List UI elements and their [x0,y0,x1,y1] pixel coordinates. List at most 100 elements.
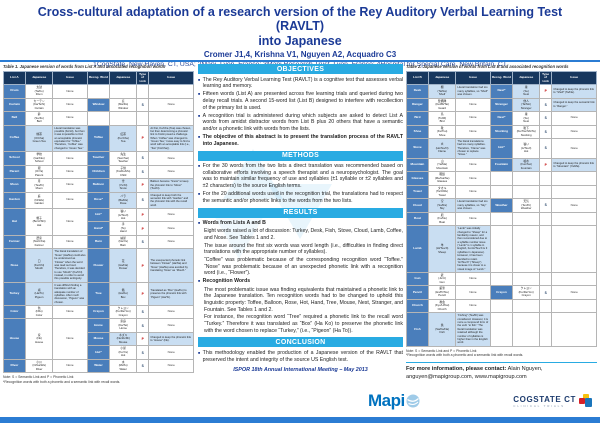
table2: List B Japanese Issue Recog. Word Japanese Ty… [406,70,597,347]
bullet-text: The objective of this abstract is to pre… [202,134,403,147]
link-type-cell: S [538,124,553,140]
bullet-item: ■ The objective of this abstract is to pr… [198,134,403,147]
recog-japanese-cell: 噴水 (Fun/Sui) Fountain [512,157,540,173]
bullet-item: ■ Words from Lists A and B [198,220,403,227]
authors: Cromer J1,4, Krishna V1, Nguyen A2, Acqu… [203,50,397,60]
recog-word-cell: Barn [86,234,111,250]
recog-word-cell: Teacher [86,151,111,166]
issue-cell: None [455,124,491,140]
bottom-bar [0,417,600,423]
recog-word-cell: Mouse [86,331,111,347]
list-word-cell: Gun [406,271,429,287]
title-line-2: into Japanese [258,33,342,48]
recog-word-cell: Stranger [489,97,514,113]
content-column: OBJECTIVES ■ The Rey Auditory Verbal Learn… [198,64,403,373]
recog-issue-cell: Translated as “Box” (Ha/Ko) to preserve … [148,281,194,307]
table-row: Fish 魚 (Sa/Ka/Na) Fish “Fishing” (Tsu/Ri) wa… [406,312,597,347]
recog-word-cell: Flower [86,248,111,283]
list-word-cell: House [3,318,26,360]
cogstate-squares-icon [579,393,593,409]
section-header-conclusion: CONCLUSION [198,337,403,348]
table2-note-line1: Note: S = Semantic Link and P = Phonetic… [406,348,477,353]
list-word-cell: Farmer [3,234,26,250]
section-header-results: RESULTS [198,207,403,218]
recog-word-cell [489,171,514,186]
column-header: Type of Link [538,70,553,86]
list-word-cell: Cloud [406,198,429,213]
recog-japanese-cell: 靴下 (Ku/Tsu/Shi/Ta) Stocking [512,124,540,140]
table1-column: Table 1. Japanese version of words from … [3,64,194,384]
bullet-text: Words from Lists A and B [202,220,266,226]
recog-issue-cell: The unexpected phonetic link between “Fl… [148,248,194,283]
column-header: Japanese [109,70,137,86]
japanese-cell: 魚 (Sa/Ka/Na) Fish [427,312,457,347]
table-row: Nose 口 (Ku/Chi) Mouth The literal translatio… [3,248,194,283]
recog-issue-cell: None [148,304,194,320]
japanese-cell: カーテン (Ka/Te/N) Curtain [24,97,54,113]
issue-cell: None [455,111,491,126]
cogstate-logo: COGSTATE CT CLINICAL TRIALS [513,393,593,409]
link-type-cell: P [135,207,150,223]
table-header-row: List B Japanese Issue Recog. Word Japanese Ty… [406,70,597,86]
link-type-cell: S [135,97,150,113]
recog-word-cell: Crayon [489,285,514,300]
recog-word-cell [86,84,111,99]
list-word-cell: Pencil [406,285,429,300]
recog-issue-cell: None [148,221,194,236]
recog-issue-cell [551,211,597,227]
table2-note-line2: *Recognition words with both a phonetic … [406,353,524,358]
column-header: Issue [551,70,597,86]
table-row: School 学校 (Ga/Kko) School None Teacher 先生 (Sen/… [3,151,194,166]
recog-japanese-cell: クレヨン (Ku/Re/Yon) Crayon [512,285,540,300]
list-word-cell: Desk [406,84,429,99]
recog-japanese-cell [109,84,137,99]
table-row: Ranger 警備隊 (Kei/Bi/Tai) Guard None Stranger 他人… [406,97,597,113]
issue-cell: None [52,151,88,166]
list-word-cell: Color [3,304,26,320]
meeting-footnote: ISPOR 18th Annual International Meeting … [233,367,368,374]
table-row: Coffee 緑茶 (O/Cha) Green Tea Literal translat… [3,124,194,153]
list-word-cell: Glasses [406,171,429,186]
bullet-item: ■ Recognition Words [198,278,403,285]
japanese-cell: 羊 (Hi/Tsu/Ji) Sheep [427,225,457,273]
japanese-cell: 銃 (Ju/U) Gun [427,271,457,287]
list-word-cell: Lamb [406,225,429,273]
table-row: Gun 銃 (Ju/U) Gun None [406,271,597,287]
column-header: Type of Link [135,70,150,86]
recog-issue-cell [148,84,194,99]
recog-word-cell: Fountain [489,157,514,173]
bullet-icon: ■ [198,77,201,82]
japanese-cell: 空 (So/Ra) Sky [427,198,457,213]
bullet-item: ■ For the 20 additional words used in the… [198,191,403,204]
bullet-icon: ■ [198,279,201,284]
recog-issue-cell: None [148,97,194,113]
paragraph: The issue around the first six words was… [204,242,403,256]
contact-info: For more information, please contact: Al… [406,366,597,381]
recog-word-cell: Stocking [489,124,514,140]
link-type-cell: P [135,178,150,193]
japanese-cell: 眼鏡 (Me/Ga/Ne) Glasses [427,171,457,186]
link-type-cell: S [135,164,150,180]
recog-issue-cell: Changed to keep the phonetic link to “Ho… [148,331,194,347]
bullet-item: ■ For the 30 words from the two lists a d… [198,163,403,190]
recog-word-cell: Children [86,164,111,180]
recog-issue-cell: Changed to keep the phonetic link to “Sh… [551,84,597,99]
table-row: Parent 親 (O/Ya) Parent None Children 子供 (Ko/Do/… [3,164,194,180]
list-word-cell: Mountain [406,157,429,173]
table-row: Turkey 鳩 (Ha/To) Pigeon It was difficult fin… [3,281,194,307]
link-type-cell [538,298,553,314]
link-type-cell: P [538,84,553,99]
recog-issue-cell: None [148,318,194,333]
list-word-cell: Hat [3,208,26,236]
issue-cell: The literal translations had too many sy… [455,137,491,159]
cogstate-logo-words: COGSTATE CT CLINICAL TRIALS [513,395,576,408]
japanese-cell: 山 (Ya/Ma) Mountain [427,157,457,173]
issue-cell: “Fishing” (Tsu/Ri) was considered. Howev… [455,312,491,347]
recog-japanese-cell [512,211,540,227]
mapi-globe-icon [406,394,420,408]
list-word-cell: Coffee [3,124,26,153]
table2-column: Table 2. Japanese version of words from … [406,64,597,381]
recog-word-cell: Home [86,318,111,333]
bullet-icon: ■ [198,92,201,97]
